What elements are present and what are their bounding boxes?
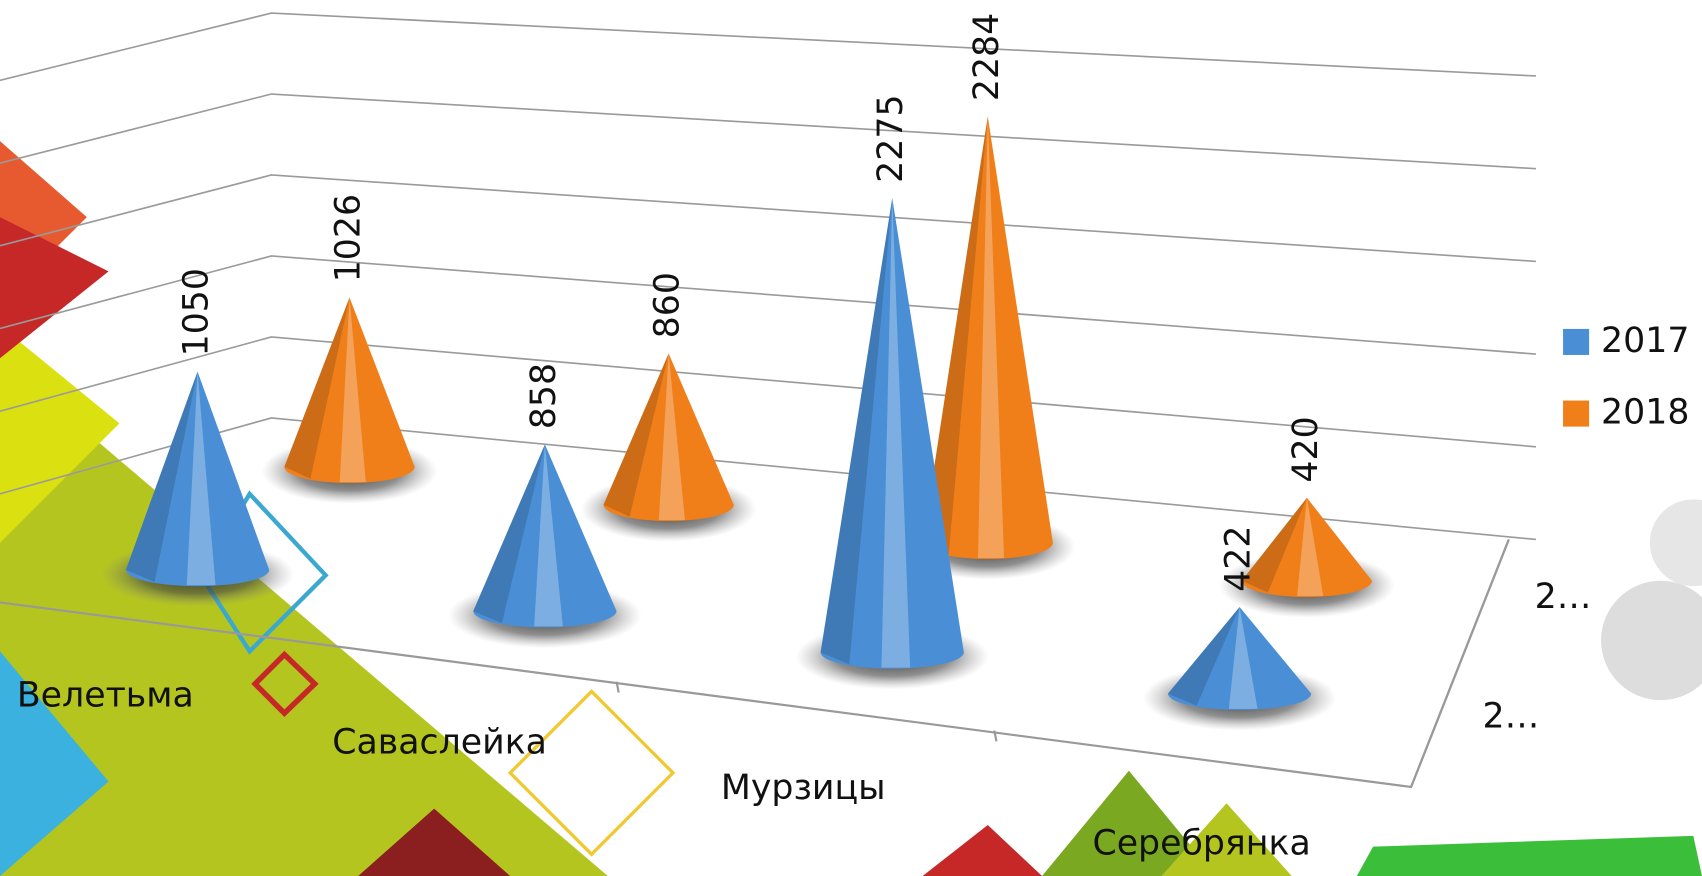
cone	[284, 297, 415, 484]
cone-dark	[284, 297, 350, 479]
depth-label: 2…	[1535, 577, 1592, 617]
cone-body	[125, 371, 270, 587]
x-tick	[993, 730, 998, 742]
value-label: 2275	[871, 94, 911, 182]
cone	[1167, 607, 1312, 710]
x-tick-label: Саваслейка	[332, 722, 547, 762]
cone-highlight	[534, 444, 563, 627]
legend-swatch	[1563, 400, 1590, 427]
grid-line	[0, 12, 1536, 82]
cone-body	[1241, 497, 1373, 598]
cone-highlight	[339, 297, 366, 482]
cone	[125, 371, 270, 587]
grid-line	[0, 93, 1536, 170]
legend-label: 2017	[1601, 321, 1689, 361]
value-label: 2284	[967, 13, 1007, 101]
x-tick-label: Серебрянка	[1092, 823, 1310, 863]
cone-highlight	[977, 116, 1005, 558]
grid-line	[0, 174, 1536, 263]
legend: 2017 2018	[1563, 321, 1689, 433]
legend-label: 2018	[1601, 393, 1689, 433]
x-tick-label: Велетьма	[17, 676, 194, 716]
cone-dark	[922, 116, 988, 555]
background-decor	[0, 141, 1702, 876]
cone	[603, 353, 734, 522]
value-label: 1026	[329, 194, 369, 282]
depth-label: 2…	[1483, 696, 1540, 736]
cone-highlight	[1228, 607, 1258, 709]
plot: Велетьма Саваслейка Мурзицы Серебрянка 1026 8…	[17, 13, 1395, 863]
value-label: 420	[1286, 416, 1326, 482]
cone-body	[603, 353, 734, 522]
grid-line	[0, 255, 1536, 355]
legend-swatch	[1563, 328, 1590, 355]
cone-highlight	[881, 198, 911, 668]
cone	[922, 116, 1053, 560]
cone-dark	[473, 444, 545, 624]
value-label: 858	[524, 363, 564, 429]
cone-body	[820, 198, 964, 669]
cone-highlight	[658, 353, 685, 520]
grid-line	[0, 336, 1536, 448]
cone-dark	[820, 198, 893, 665]
value-label: 860	[648, 272, 688, 338]
cone-dark	[1241, 497, 1307, 593]
value-label: 1050	[177, 268, 217, 356]
cone	[473, 444, 617, 628]
x-tick	[615, 681, 620, 693]
cone-body	[922, 116, 1053, 560]
depth-axis	[1410, 539, 1510, 788]
x-tick-label: Мурзицы	[721, 768, 886, 808]
cone	[1241, 497, 1373, 598]
cone	[820, 198, 964, 669]
cone-highlight	[1297, 497, 1324, 596]
value-label: 422	[1219, 526, 1259, 592]
cone-dark	[125, 371, 198, 582]
cone-body	[284, 297, 415, 484]
grid	[0, 12, 1537, 541]
cone-body	[1167, 607, 1312, 710]
cone-highlight	[186, 371, 216, 586]
cone-dark	[603, 353, 669, 517]
grid-line	[0, 417, 1537, 541]
cone-body	[473, 444, 617, 628]
cone-dark	[1167, 607, 1240, 706]
